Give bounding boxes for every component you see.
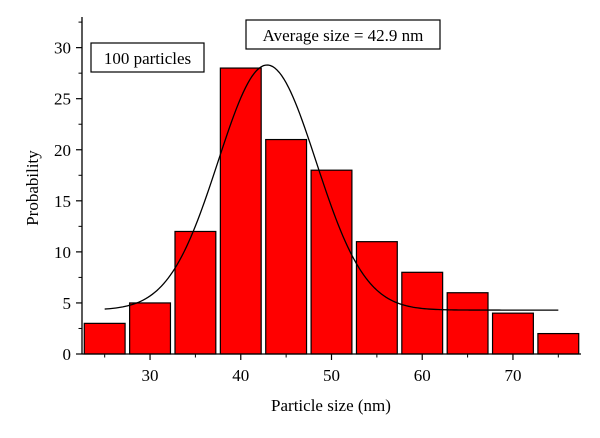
bar-45: [265, 138, 308, 355]
bar-55: [355, 241, 398, 355]
bar-65: [446, 292, 489, 355]
bar-30: [129, 302, 172, 355]
particle-count-annotation: 100 particles: [90, 42, 205, 73]
y-tick-label-10: 10: [54, 243, 71, 262]
bar-60: [401, 271, 444, 355]
bar-50: [310, 169, 353, 355]
average-size-label: Average size = 42.9 nm: [263, 26, 424, 45]
y-tick-label-30: 30: [54, 39, 71, 58]
y-tick-label-15: 15: [54, 192, 71, 211]
bar-40: [219, 67, 262, 355]
x-tick-label-60: 60: [414, 366, 431, 385]
gaussian-fit-curve: [104, 64, 559, 311]
x-tick-label-50: 50: [323, 366, 340, 385]
bar-25: [83, 322, 126, 355]
particle-count-label: 100 particles: [104, 49, 191, 68]
y-tick-label-25: 25: [54, 90, 71, 109]
bar-70: [491, 312, 534, 355]
x-tick-label-40: 40: [232, 366, 249, 385]
x-axis-label: Particle size (nm): [271, 396, 391, 415]
x-tick-label-70: 70: [504, 366, 521, 385]
bar-35: [174, 230, 217, 355]
average-size-annotation: Average size = 42.9 nm: [245, 19, 441, 50]
bar-75: [537, 332, 580, 355]
bars-group: [83, 67, 580, 355]
ticks-group: 30 40 50 60 70 0 5 10 15 20 25 30: [54, 21, 559, 385]
y-tick-label-0: 0: [63, 345, 72, 364]
y-tick-label-5: 5: [63, 294, 72, 313]
x-tick-label-30: 30: [142, 366, 159, 385]
y-tick-label-20: 20: [54, 141, 71, 160]
y-axis-label: Probability: [23, 150, 42, 226]
